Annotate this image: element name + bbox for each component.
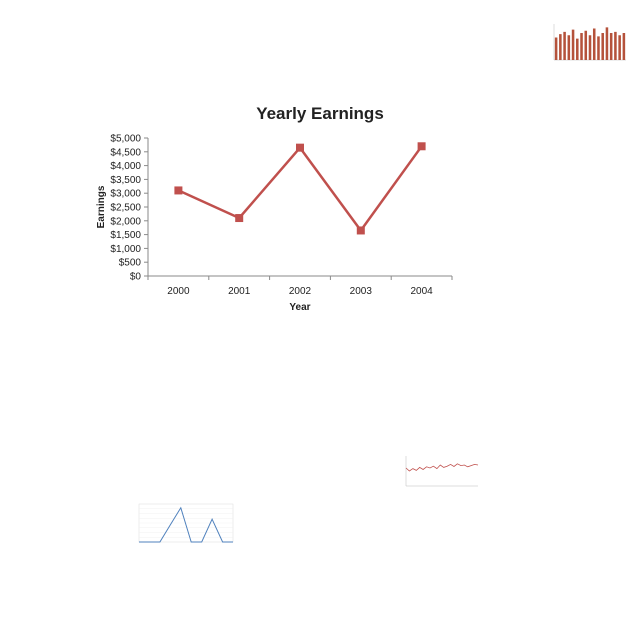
thumb-tri-series <box>139 506 233 543</box>
y-tick-label: $4,500 <box>110 147 141 158</box>
x-tick-label: 2000 <box>167 286 190 297</box>
y-tick-label: $3,500 <box>110 175 141 186</box>
chart-title: Yearly Earnings <box>256 104 384 123</box>
data-point-marker <box>417 142 426 151</box>
thumb-bar <box>622 33 626 60</box>
y-tick-label: $2,000 <box>110 216 141 227</box>
thumb-bar <box>559 34 562 60</box>
thumb-bar <box>618 35 621 60</box>
thumb-line-series <box>405 463 479 472</box>
y-tick-label: $0 <box>130 272 142 283</box>
x-tick-label: 2004 <box>410 286 433 297</box>
thumb-bar <box>580 33 583 60</box>
thumb-bar <box>605 27 609 60</box>
series-line <box>177 145 423 232</box>
thumb-bar <box>563 31 566 60</box>
thumb-bar <box>567 35 571 60</box>
data-point-marker <box>356 226 365 235</box>
data-point-marker <box>296 143 304 152</box>
yearly-earnings-chart: $0 $500 $1,000 $1,500 $2,000 $2,500 $3,000 $3,5… <box>96 134 453 313</box>
data-point-marker <box>235 214 244 223</box>
y-tick-label: $5,000 <box>110 134 141 145</box>
x-axis-title: Year <box>289 302 310 313</box>
y-tick-label: $3,000 <box>110 189 141 200</box>
thumb-bar <box>614 31 617 60</box>
thumbnail-line-chart <box>405 456 479 487</box>
thumb-bar <box>576 38 579 60</box>
thumb-bar <box>571 29 575 60</box>
thumbnail-triangle-chart <box>138 503 234 543</box>
y-tick-label: $1,000 <box>110 244 141 255</box>
x-tick-label: 2002 <box>289 286 312 297</box>
thumb-bar <box>554 37 558 60</box>
thumbnail-bar-chart <box>553 24 626 61</box>
x-tick-label: 2003 <box>350 286 373 297</box>
data-point-marker <box>174 186 183 195</box>
y-tick-label: $1,500 <box>110 230 141 241</box>
y-tick-label: $4,000 <box>110 161 141 172</box>
x-tick-label: 2001 <box>228 286 251 297</box>
thumb-bar <box>597 36 600 60</box>
thumb-bar <box>609 33 613 60</box>
y-axis-title: Earnings <box>96 185 107 228</box>
thumb-bar <box>592 28 596 60</box>
thumb-bar <box>584 30 588 60</box>
y-tick-label: $2,500 <box>110 203 141 214</box>
y-tick-label: $500 <box>119 258 142 269</box>
thumb-bar <box>588 35 592 60</box>
thumb-bar <box>601 33 604 60</box>
